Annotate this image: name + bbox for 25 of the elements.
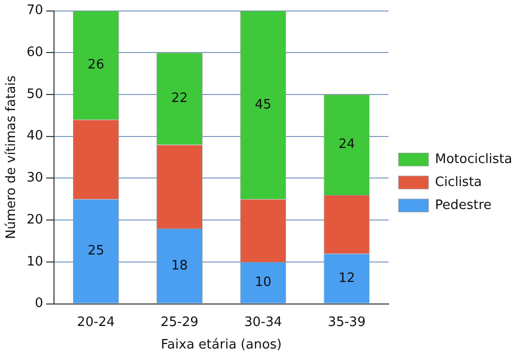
x-tick-label: 25-29 bbox=[160, 314, 198, 330]
data-label: 24 bbox=[338, 137, 355, 152]
data-label: 26 bbox=[88, 58, 104, 73]
y-tick-label: 0 bbox=[34, 296, 44, 312]
x-tick-label: 30-34 bbox=[244, 314, 282, 330]
data-label: 22 bbox=[171, 91, 188, 106]
y-tick-label: 60 bbox=[26, 45, 44, 60]
x-axis-title: Faixa etária (anos) bbox=[160, 338, 282, 353]
y-tick-label: 10 bbox=[26, 254, 44, 270]
y-axis-title: Número de vítimas fatais bbox=[4, 75, 20, 240]
data-label: 12 bbox=[338, 270, 355, 286]
x-tick-label: 20-24 bbox=[77, 314, 115, 330]
legend-label: Pedestre bbox=[435, 198, 492, 213]
data-label: 10 bbox=[254, 274, 272, 290]
x-tick-label: 35-39 bbox=[328, 314, 366, 330]
y-tick-label: 50 bbox=[26, 86, 44, 102]
legend-label: Ciclista bbox=[435, 174, 482, 190]
y-tick-label: 20 bbox=[26, 212, 44, 228]
y-tick-label: 40 bbox=[26, 128, 44, 144]
data-label: 45 bbox=[254, 97, 272, 112]
data-label: 25 bbox=[88, 244, 104, 259]
legend-label: Motociclista bbox=[435, 152, 512, 167]
data-label: 18 bbox=[171, 258, 188, 274]
y-tick-label: 70 bbox=[26, 3, 44, 18]
y-tick-label: 30 bbox=[26, 170, 44, 186]
